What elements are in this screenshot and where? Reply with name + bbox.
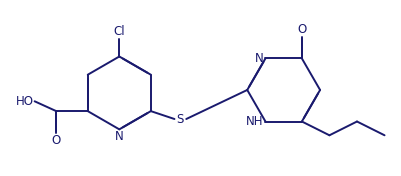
Text: NH: NH bbox=[246, 115, 263, 128]
Text: N: N bbox=[255, 52, 263, 65]
Text: O: O bbox=[297, 23, 306, 36]
Text: Cl: Cl bbox=[113, 25, 125, 38]
Text: O: O bbox=[52, 134, 61, 147]
Text: N: N bbox=[115, 130, 124, 143]
Text: HO: HO bbox=[16, 95, 34, 108]
Text: S: S bbox=[177, 112, 184, 125]
